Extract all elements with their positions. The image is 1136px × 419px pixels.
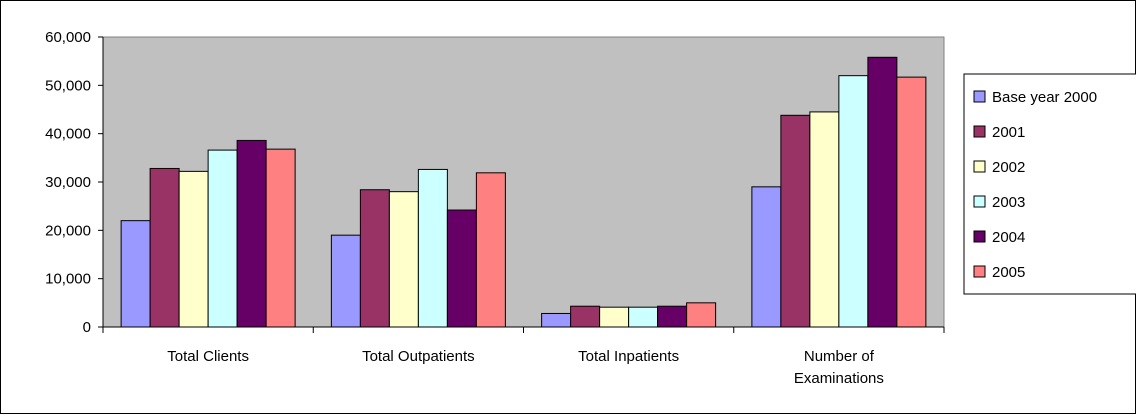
legend-label: Base year 2000 xyxy=(992,89,1097,106)
legend-label: 2002 xyxy=(992,159,1025,176)
y-tick-label: 40,000 xyxy=(45,126,91,143)
bar-2002-1 xyxy=(388,191,419,328)
bar-base-year-2000-3 xyxy=(751,186,782,328)
legend-label: 2004 xyxy=(992,229,1025,246)
bar-base-year-2000-1 xyxy=(330,234,361,328)
bar-2004-1 xyxy=(446,209,477,328)
y-tick-label: 60,000 xyxy=(45,29,91,46)
legend-label: 2003 xyxy=(992,194,1025,211)
y-tick-label: 50,000 xyxy=(45,77,91,94)
bar-2005-3 xyxy=(896,76,927,328)
bar-2002-2 xyxy=(599,306,630,328)
bar-2001-1 xyxy=(359,189,390,328)
legend-swatch xyxy=(973,195,986,208)
legend-swatch xyxy=(973,230,986,243)
y-tick-label: 30,000 xyxy=(45,174,91,191)
bar-2002-3 xyxy=(809,111,840,328)
bar-2001-3 xyxy=(780,114,811,328)
bar-2004-3 xyxy=(867,56,898,328)
legend: Base year 2000 2001 2002 2003 2004 2005 xyxy=(963,73,1136,295)
bar-2003-1 xyxy=(417,168,448,328)
x-tick-label: Number of Examinations xyxy=(794,348,884,387)
x-tick-label: Total Outpatients xyxy=(362,348,475,365)
bar-2003-2 xyxy=(628,306,659,328)
bar-2002-0 xyxy=(178,170,209,328)
bar-base-year-2000-2 xyxy=(541,312,572,328)
legend-swatch xyxy=(973,90,986,103)
x-tick-label: Total Clients xyxy=(167,348,249,365)
axes-group: 0 10,000 20,000 30,000 40,000 50,000 60,000 Tot… xyxy=(45,29,945,387)
bar-2004-2 xyxy=(657,305,688,328)
y-tick-label: 20,000 xyxy=(45,222,91,239)
bar-2003-3 xyxy=(838,75,869,328)
x-tick-label: Total Inpatients xyxy=(578,348,679,365)
y-tick-label: 0 xyxy=(83,319,91,336)
legend-box xyxy=(963,73,1136,295)
bar-2004-0 xyxy=(236,139,267,328)
bar-2003-0 xyxy=(207,149,238,328)
y-tick-label: 10,000 xyxy=(45,271,91,288)
bar-2001-2 xyxy=(570,305,601,328)
legend-swatch xyxy=(973,160,986,173)
legend-swatch xyxy=(973,265,986,278)
bar-2005-2 xyxy=(686,302,717,328)
bars-group xyxy=(120,56,927,328)
legend-swatch xyxy=(973,125,986,138)
bar-base-year-2000-0 xyxy=(120,220,151,328)
legend-label: 2001 xyxy=(992,124,1025,141)
bar-2001-0 xyxy=(149,167,180,328)
bar-2005-0 xyxy=(265,148,296,328)
bar-2005-1 xyxy=(475,172,506,328)
legend-label: 2005 xyxy=(992,264,1025,281)
